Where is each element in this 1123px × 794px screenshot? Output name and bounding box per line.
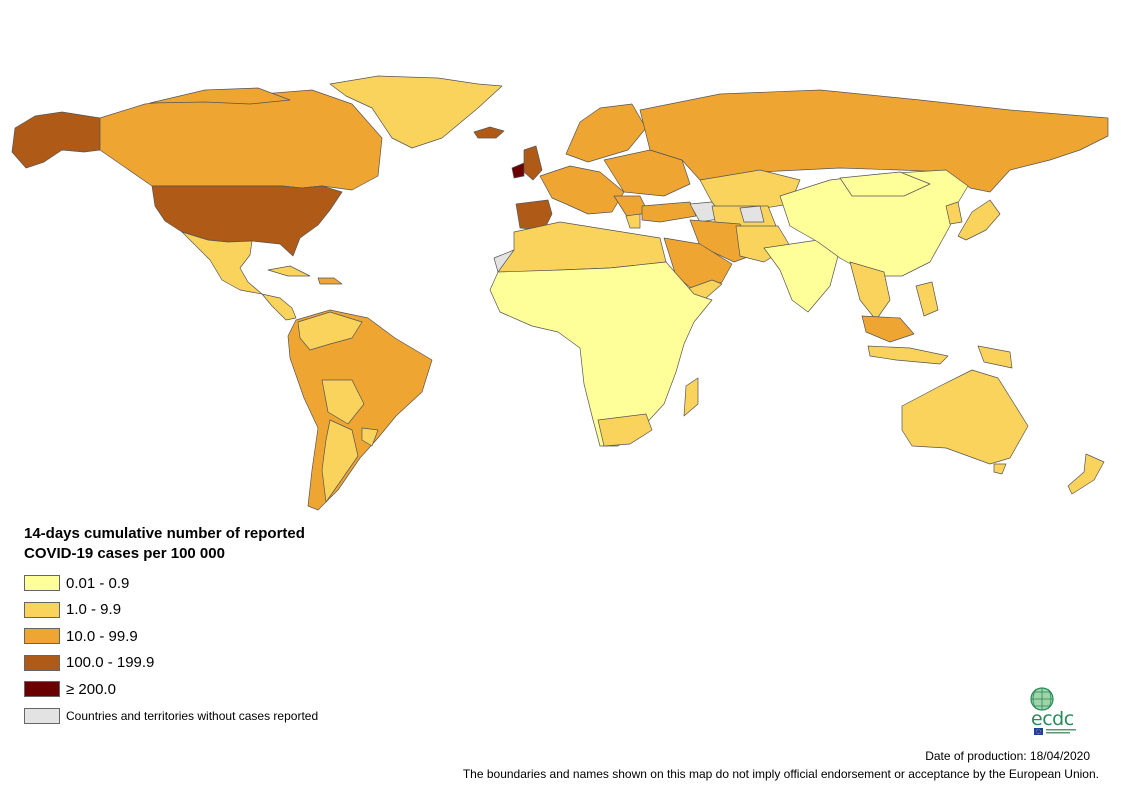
region-colombia-venezuela [297, 311, 363, 351]
legend-item: 1.0 - 9.9 [24, 597, 354, 624]
region-greece [625, 213, 641, 229]
region-turkey [641, 201, 697, 223]
region-mongolia [839, 171, 931, 197]
legend-swatch [24, 707, 60, 724]
eu-flag-icon [1034, 728, 1043, 735]
legend: 14-days cumulative number of reported CO… [24, 524, 354, 729]
globe-icon [1030, 687, 1054, 711]
region-papua [977, 345, 1013, 369]
region-uruguay [361, 427, 379, 447]
production-date: Date of production: 18/04/2020 [925, 749, 1090, 763]
region-malaysia [861, 315, 915, 343]
region-philippines [915, 281, 939, 317]
region-madagascar [683, 377, 699, 417]
logo-text: ecdc [1031, 708, 1074, 730]
region-bolivia-paraguay [321, 379, 365, 425]
region-canadian-arctic [149, 87, 291, 105]
region-south-africa [597, 413, 653, 447]
region-iceland [473, 126, 505, 139]
legend-swatch [24, 681, 60, 698]
legend-title: 14-days cumulative number of reported CO… [24, 525, 305, 562]
legend-label: ≥ 200.0 [66, 680, 116, 698]
region-tasmania [993, 463, 1007, 475]
legend-item: ≥ 200.0 [24, 676, 354, 703]
region-japan [957, 199, 1001, 241]
region-australia [901, 369, 1029, 465]
legend-label: 0.01 - 0.9 [66, 574, 130, 592]
region-korea [945, 201, 963, 225]
region-indonesia [867, 345, 949, 365]
disclaimer: The boundaries and names shown on this m… [462, 767, 1099, 781]
legend-item: 10.0 - 99.9 [24, 623, 354, 650]
region-canada [99, 89, 383, 191]
region-mexico [181, 231, 263, 295]
region-alaska [11, 111, 101, 169]
region-new-zealand [1067, 453, 1105, 495]
legend-label: 1.0 - 9.9 [66, 601, 122, 619]
legend-swatch [24, 654, 60, 671]
region-western-europe [539, 165, 625, 215]
world-map [11, 75, 1109, 511]
region-turkmenistan [739, 205, 765, 223]
region-greenland [329, 75, 503, 149]
region-africa [489, 261, 713, 447]
region-usa [151, 185, 343, 257]
region-argentina [321, 419, 359, 503]
legend-items: 0.01 - 0.9 1.0 - 9.9 10.0 - 99.9 100.0 -… [24, 570, 354, 729]
logo-subtext-lines [1046, 732, 1070, 734]
legend-label: 10.0 - 99.9 [66, 627, 138, 645]
region-uk [523, 145, 543, 181]
region-spain [515, 199, 553, 231]
legend-swatch [24, 628, 60, 645]
legend-swatch [24, 575, 60, 592]
legend-item: 0.01 - 0.9 [24, 570, 354, 597]
logo-subtext-lines [1046, 729, 1076, 731]
legend-label: 100.0 - 199.9 [66, 654, 155, 672]
region-caribbean [317, 277, 343, 285]
region-southeast-asia [849, 261, 891, 321]
region-india [763, 239, 839, 313]
legend-item: 100.0 - 199.9 [24, 650, 354, 677]
region-central-america [261, 293, 297, 321]
ecdc-logo [1030, 687, 1076, 735]
region-ireland [511, 162, 525, 179]
region-cuba [267, 265, 311, 277]
legend-label: Countries and territories without cases … [66, 708, 319, 723]
legend-swatch [24, 601, 60, 618]
legend-item: Countries and territories without cases … [24, 703, 354, 730]
